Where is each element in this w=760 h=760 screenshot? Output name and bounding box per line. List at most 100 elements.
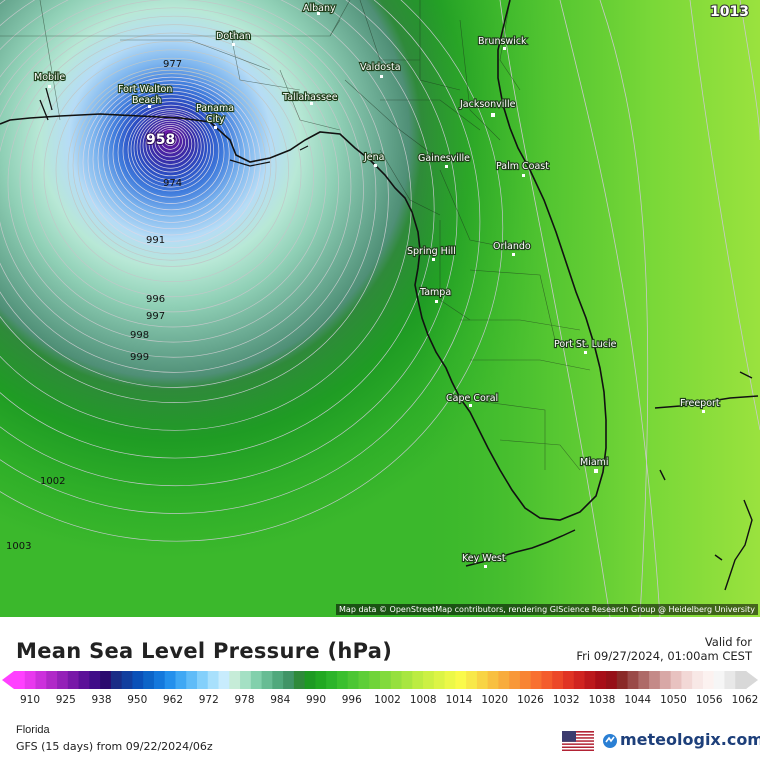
- isobar-labels: 977 974 991 996 997 998 999 1002 1003: [6, 59, 182, 552]
- city-port-st-lucie[interactable]: Port St. Lucie: [553, 338, 618, 354]
- colorbar-tick-label: 1008: [410, 694, 437, 706]
- city-dothan[interactable]: Dothan: [215, 30, 252, 46]
- colorbar-tick-label: 1056: [696, 694, 723, 706]
- storm-isobars: [0, 0, 504, 542]
- us-flag-icon[interactable]: [562, 731, 594, 751]
- colorbar-swatch: [530, 671, 542, 689]
- storm-isobar-ring: [72, 69, 272, 261]
- colorbar-swatch: [175, 671, 187, 689]
- city-spring-hill[interactable]: Spring Hill: [406, 245, 457, 261]
- colorbar-tick-label: 1026: [517, 694, 544, 706]
- colorbar-tick-label: 972: [199, 694, 219, 706]
- pressure-map[interactable]: Albany Dothan Mobile Fort Walton Beach Pa…: [0, 0, 760, 617]
- brand-name[interactable]: meteologix.com: [620, 730, 760, 749]
- county-borders: [0, 0, 591, 471]
- colorbar-tick-label: 1002: [374, 694, 401, 706]
- colorbar-tick-label: 984: [270, 694, 290, 706]
- colorbar-swatch: [670, 671, 682, 689]
- storm-isobar-ring: [67, 66, 277, 267]
- colorbar-swatch: [466, 671, 478, 689]
- city-brunswick[interactable]: Brunswick: [477, 35, 528, 50]
- storm-isobar-ring: [82, 76, 261, 248]
- colorbar-swatch: [24, 671, 37, 689]
- map-attribution[interactable]: Map data © OpenStreetMap contributors, r…: [336, 604, 758, 615]
- svg-text:Albany: Albany: [303, 3, 336, 14]
- colorbar-swatch: [57, 671, 69, 689]
- colorbar-tick-label: 938: [91, 694, 111, 706]
- svg-text:Beach: Beach: [132, 95, 161, 106]
- coastline: [0, 0, 607, 521]
- city-orlando[interactable]: Orlando: [492, 240, 532, 256]
- city-mobile[interactable]: Mobile: [33, 71, 66, 88]
- colorbar-swatch: [563, 671, 575, 689]
- legend-footer: Mean Sea Level Pressure (hPa) Valid for …: [0, 617, 760, 760]
- city-cape-coral[interactable]: Cape Coral: [445, 392, 499, 407]
- city-jena[interactable]: Jena: [362, 151, 386, 167]
- model-run-label: GFS (15 days) from 09/22/2024/06z: [16, 740, 213, 753]
- colorbar-swatch: [293, 671, 306, 689]
- colorbar-tick-label: 962: [163, 694, 183, 706]
- region-label: Florida: [16, 724, 50, 736]
- florida-keys: [465, 529, 576, 567]
- city-freeport[interactable]: Freeport: [679, 397, 721, 413]
- svg-text:City: City: [206, 114, 225, 125]
- city-key-west[interactable]: Key West: [461, 552, 507, 568]
- city-tampa[interactable]: Tampa: [418, 286, 452, 303]
- svg-text:Brunswick: Brunswick: [478, 36, 527, 47]
- city-miami[interactable]: Miami: [579, 456, 610, 473]
- storm-isobar-ring: [55, 57, 289, 282]
- colorbar-swatch: [186, 671, 198, 689]
- colorbar-swatch: [519, 671, 532, 689]
- city-palm-coast[interactable]: Palm Coast: [495, 160, 550, 177]
- svg-text:Palm Coast: Palm Coast: [496, 161, 549, 172]
- storm-isobar-ring: [112, 97, 230, 211]
- colorbar-swatch: [390, 671, 403, 689]
- valid-time-block: Valid for Fri 09/27/2024, 01:00am CEST: [576, 635, 752, 663]
- colorbar-swatch: [89, 671, 101, 689]
- colorbar-swatch: [401, 671, 413, 689]
- colorbar-tick-label: 1038: [589, 694, 616, 706]
- colorbar-swatch: [304, 671, 316, 689]
- storm-isobar-ring: [136, 114, 205, 180]
- svg-text:Tampa: Tampa: [419, 287, 451, 298]
- colorbar-swatch: [433, 671, 446, 689]
- svg-text:Cape Coral: Cape Coral: [446, 393, 498, 404]
- city-tallahassee[interactable]: Tallahassee: [281, 91, 339, 105]
- svg-text:Orlando: Orlando: [493, 241, 531, 252]
- storm-isobar-ring: [127, 108, 215, 192]
- colorbar-swatch: [143, 671, 155, 689]
- colorbar-swatch: [100, 671, 112, 689]
- storm-isobar-ring: [133, 112, 208, 184]
- storm-isobar-ring: [0, 0, 504, 542]
- storm-isobar-ring: [154, 127, 186, 158]
- isobar-label-1002: 1002: [40, 476, 65, 487]
- storm-isobar-ring: [31, 41, 314, 313]
- colorbar-swatch: [78, 671, 90, 689]
- colorbar-swatch: [153, 671, 166, 689]
- pressure-field-east: [0, 0, 760, 617]
- storm-isobar-ring: [19, 32, 327, 328]
- storm-isobar-ring: [97, 87, 246, 230]
- colorbar-swatch: [541, 671, 553, 689]
- storm-isobar-ring: [0, 0, 458, 487]
- city-albany[interactable]: Albany: [302, 2, 337, 15]
- city-valdosta[interactable]: Valdosta: [359, 61, 402, 78]
- storm-isobar-ring: [0, 15, 352, 358]
- colorbar-swatch: [552, 671, 564, 689]
- colorbar-swatch: [735, 671, 747, 689]
- svg-text:Mobile: Mobile: [34, 72, 65, 83]
- storm-isobar-ring: [117, 101, 225, 204]
- colorbar-tick-label: 1062: [732, 694, 759, 706]
- colorbar-tick-label: 925: [56, 694, 76, 706]
- alabama-coast: [39, 87, 53, 121]
- isobar-label-977: 977: [163, 59, 182, 70]
- colorbar-swatch: [702, 671, 715, 689]
- city-gainesville[interactable]: Gainesville: [417, 152, 471, 168]
- valid-time: Fri 09/27/2024, 01:00am CEST: [576, 649, 752, 663]
- city-jacksonville[interactable]: Jacksonville: [458, 98, 517, 117]
- colorbar-swatch: [380, 671, 392, 689]
- colorbar-swatch: [638, 671, 650, 689]
